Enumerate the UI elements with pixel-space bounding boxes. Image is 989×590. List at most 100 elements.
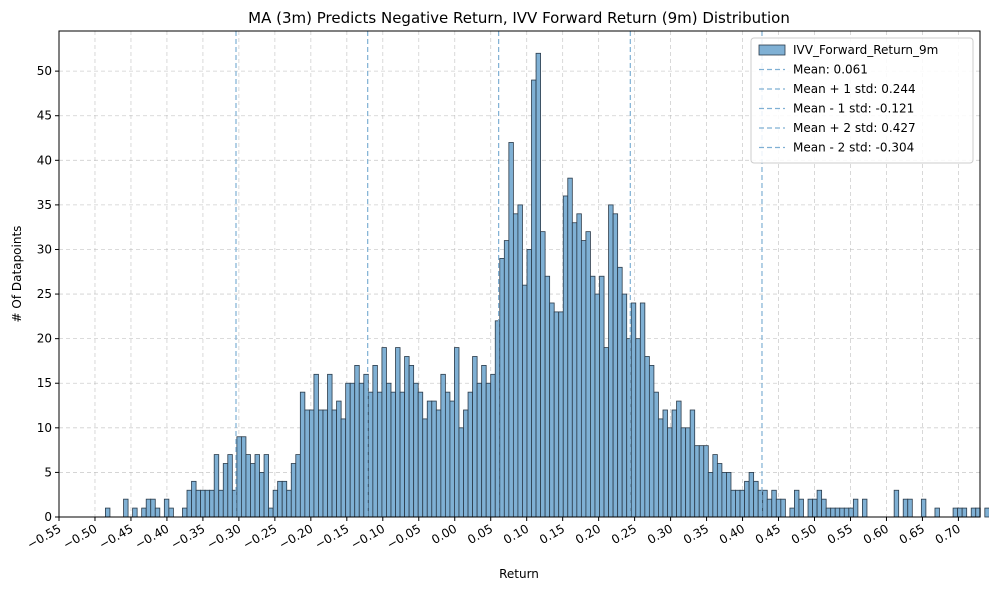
histogram-bar xyxy=(467,391,473,518)
histogram-bar xyxy=(422,418,428,518)
x-tick-label: 0.60 xyxy=(861,521,891,546)
histogram-bar xyxy=(463,409,469,518)
legend-label: Mean - 1 std: -0.121 xyxy=(793,102,914,116)
histogram-bar xyxy=(349,382,356,518)
histogram-bar xyxy=(617,266,623,518)
histogram-bar xyxy=(286,489,292,518)
histogram-bar xyxy=(141,507,147,518)
x-tick-label: −0.50 xyxy=(61,521,100,552)
histogram-bar xyxy=(712,454,718,518)
x-tick-label: 0.65 xyxy=(897,521,927,546)
histogram-bar xyxy=(612,213,619,518)
x-axis-title: Return xyxy=(499,567,539,581)
histogram-bar xyxy=(721,472,727,518)
x-tick-label: 0.05 xyxy=(465,521,495,546)
histogram-bar xyxy=(485,382,492,518)
histogram-bar xyxy=(902,498,909,518)
histogram-bar xyxy=(277,480,283,518)
histogram-bar xyxy=(522,284,528,518)
histogram-bar xyxy=(834,507,841,518)
histogram-bar xyxy=(354,365,360,518)
histogram-bar xyxy=(313,373,319,518)
legend: IVV_Forward_Return_9m Mean: 0.061 Mean + 1… xyxy=(750,37,974,164)
histogram-bar xyxy=(852,498,859,518)
y-tick-label: 0 xyxy=(44,510,52,524)
histogram-bar xyxy=(984,507,989,518)
histogram-bar xyxy=(195,489,202,518)
histogram-bar xyxy=(735,489,741,518)
histogram-bar xyxy=(245,454,251,518)
histogram-bar xyxy=(200,489,206,518)
histogram-bar xyxy=(367,391,374,518)
histogram-bar xyxy=(535,52,541,518)
histogram-bar xyxy=(961,507,968,518)
histogram-bar xyxy=(794,489,800,518)
histogram-bar xyxy=(281,480,288,518)
legend-label: Mean + 2 std: 0.427 xyxy=(793,121,916,135)
histogram-bar xyxy=(476,382,483,518)
histogram-bar xyxy=(236,436,242,518)
histogram-bar xyxy=(952,507,959,518)
y-tick-label: 25 xyxy=(37,287,52,301)
histogram-bar xyxy=(621,293,628,518)
histogram-bar xyxy=(327,373,333,518)
histogram-bar xyxy=(590,275,596,518)
histogram-bar xyxy=(191,480,197,518)
y-tick-label: 10 xyxy=(37,421,52,435)
histogram-bar xyxy=(182,507,188,518)
histogram-bar xyxy=(340,418,347,518)
histogram-bar xyxy=(957,507,963,518)
x-tick-label: −0.35 xyxy=(169,521,208,552)
histogram-bar xyxy=(680,427,687,518)
histogram-bar xyxy=(716,463,723,518)
histogram-bar xyxy=(458,427,464,518)
histogram-bar xyxy=(580,240,587,518)
histogram-bar xyxy=(381,347,387,518)
histogram-bar xyxy=(426,400,433,518)
histogram-bar xyxy=(408,365,415,518)
x-tick-label: 0.35 xyxy=(681,521,711,546)
histogram-bar xyxy=(771,489,777,518)
legend-label: Mean + 1 std: 0.244 xyxy=(793,82,916,96)
histogram-bar xyxy=(186,489,192,518)
y-tick-label: 50 xyxy=(37,64,52,78)
histogram-bar xyxy=(839,507,845,518)
y-tick-label: 40 xyxy=(37,153,52,167)
histogram-bar xyxy=(635,338,641,518)
histogram-bar xyxy=(685,427,691,518)
histogram-bar xyxy=(336,400,342,518)
histogram-bar xyxy=(304,409,310,518)
histogram-bar xyxy=(816,489,823,518)
histogram-bar xyxy=(145,498,152,518)
histogram-bar xyxy=(544,275,551,518)
histogram-bar xyxy=(435,409,442,518)
legend-label: Mean: 0.061 xyxy=(793,63,868,77)
histogram-bar xyxy=(259,472,265,518)
legend-label: IVV_Forward_Return_9m xyxy=(793,43,938,57)
histogram-bar xyxy=(893,489,900,518)
histogram-bar xyxy=(562,195,569,518)
histogram-bar xyxy=(653,391,659,518)
histogram-bar xyxy=(730,489,736,518)
histogram-bar xyxy=(585,231,591,518)
x-tick-label: 0.10 xyxy=(501,521,531,546)
histogram-bar xyxy=(658,418,664,518)
histogram-bar xyxy=(662,409,668,518)
histogram-bar xyxy=(449,400,455,518)
x-tick-label: 0.55 xyxy=(825,521,855,546)
x-tick-label: 0.70 xyxy=(933,521,963,546)
legend-label: Mean - 2 std: -0.304 xyxy=(793,141,914,155)
histogram-bar xyxy=(154,507,161,518)
histogram-bar xyxy=(599,275,605,518)
histogram-bar xyxy=(499,257,505,518)
x-tick-label: 0.20 xyxy=(573,521,603,546)
histogram-bar xyxy=(508,142,514,518)
y-tick-label: 5 xyxy=(44,465,52,479)
histogram-bar xyxy=(472,356,478,518)
x-tick-label: 0.25 xyxy=(609,521,639,546)
histogram-bar xyxy=(376,391,383,518)
histogram-bar xyxy=(934,507,940,518)
x-tick-label: −0.25 xyxy=(241,521,280,552)
histogram-bar xyxy=(204,489,211,518)
